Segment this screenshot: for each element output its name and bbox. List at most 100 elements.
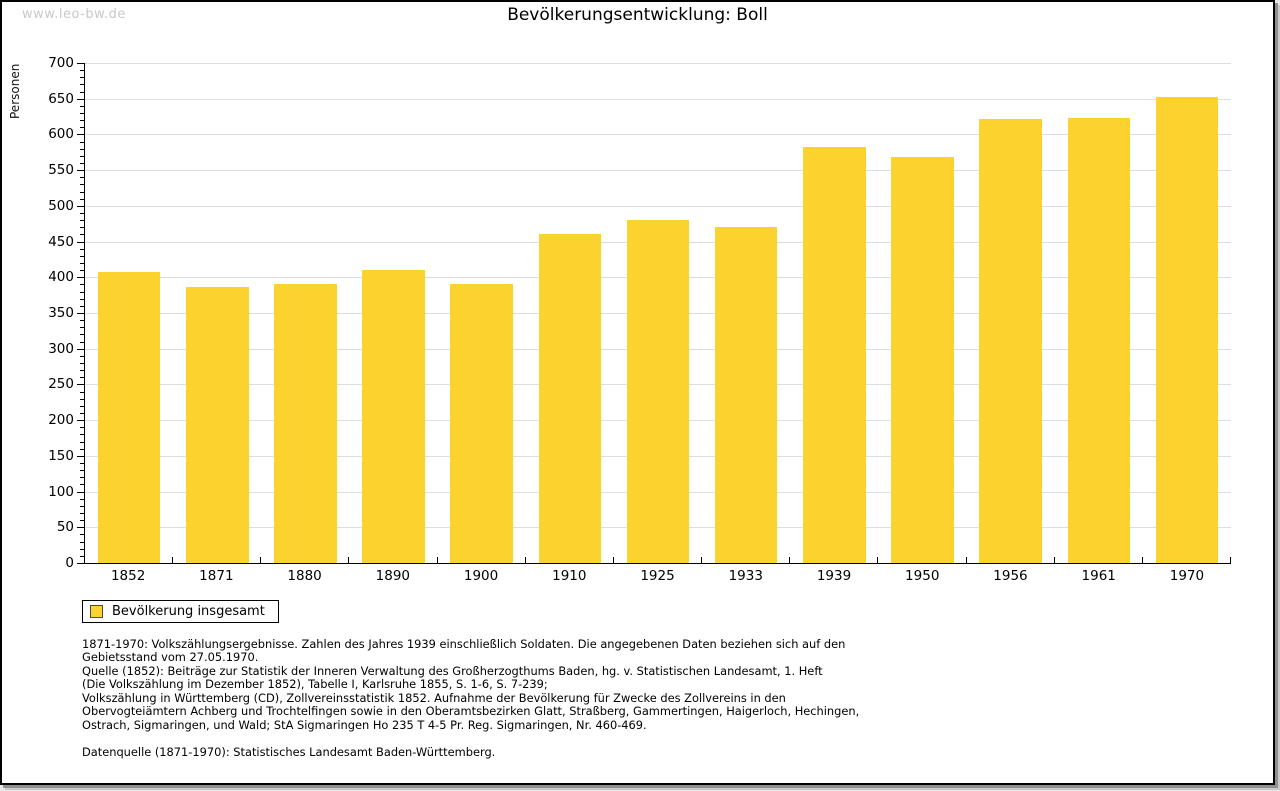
- y-tick-label: 0: [65, 555, 74, 571]
- bar-group-1961: [1055, 63, 1143, 563]
- y-tick-label: 100: [48, 483, 74, 500]
- y-axis-tick: [80, 220, 85, 222]
- y-tick-label: 450: [48, 233, 74, 250]
- bar-1970: [1155, 96, 1219, 563]
- x-axis-tick: [877, 557, 879, 563]
- bar-group-1880: [261, 63, 349, 563]
- bar-group-1925: [614, 63, 702, 563]
- y-axis-tick: [80, 413, 85, 414]
- y-axis-tick: [77, 63, 85, 64]
- y-axis-tick: [80, 363, 85, 364]
- y-axis-tick: [80, 113, 85, 114]
- y-axis-tick: [80, 498, 85, 500]
- x-axis-tick: [172, 557, 174, 563]
- y-axis-tick: [80, 155, 85, 157]
- y-axis-tick: [80, 127, 85, 129]
- bar-group-1890: [349, 63, 437, 563]
- y-tick-label: 400: [48, 269, 74, 286]
- y-axis-tick: [80, 105, 85, 107]
- x-label-1871: 1871: [199, 568, 234, 584]
- y-axis-tick: [80, 327, 85, 329]
- y-axis-tick: [80, 227, 85, 229]
- y-axis-tick: [80, 141, 85, 143]
- y-axis-tick: [80, 448, 85, 450]
- y-axis-tick: [80, 391, 85, 393]
- gridline: [85, 63, 1231, 64]
- y-axis-tick: [80, 377, 85, 379]
- bar-1950: [891, 156, 954, 563]
- y-axis-tick: [80, 534, 85, 536]
- bar-group-1956: [967, 63, 1055, 563]
- bar-group-1970: [1143, 63, 1231, 563]
- y-axis-tick: [80, 84, 85, 86]
- y-tick-label: 200: [48, 412, 74, 429]
- y-axis-tick: [80, 334, 85, 336]
- bar-1956: [979, 118, 1042, 563]
- footnotes: 1871-1970: Volkszählungsergebnisse. Zahl…: [82, 637, 859, 759]
- y-axis-tick: [80, 398, 85, 400]
- chart-title: Bevölkerungsentwicklung: Boll: [507, 5, 768, 25]
- source-notes: 1871-1970: Volkszählungsergebnisse. Zahl…: [82, 637, 859, 732]
- bars: [85, 63, 1231, 563]
- y-axis-tick: [80, 441, 85, 443]
- y-axis-tick: [80, 305, 85, 307]
- x-axis-tick: [1141, 557, 1143, 563]
- y-axis-tick: [80, 470, 85, 472]
- source-note-line: Ostrach, Sigmaringen, und Wald; StA Sigm…: [82, 717, 647, 732]
- y-axis-tick: [80, 370, 85, 372]
- bar-group-1900: [438, 63, 526, 563]
- bar-group-1950: [878, 63, 966, 563]
- y-axis-tick: [77, 98, 85, 100]
- legend: Bevölkerung insgesamt: [82, 600, 279, 623]
- y-axis-tick: [77, 563, 85, 564]
- y-tick-label: 300: [48, 340, 74, 357]
- bar-group-1871: [173, 63, 261, 563]
- y-axis-tick: [80, 163, 85, 164]
- y-axis-tick: [80, 148, 85, 150]
- x-axis-tick: [348, 557, 350, 563]
- source-note-line: 1871-1970: Volkszählungsergebnisse. Zahl…: [82, 637, 846, 651]
- y-tick-label: 150: [48, 447, 74, 464]
- x-label-1933: 1933: [728, 568, 763, 584]
- y-tick-label: 650: [48, 90, 74, 107]
- y-axis-tick: [77, 348, 85, 350]
- bar-1852: [97, 272, 161, 563]
- y-axis-tick: [80, 191, 85, 193]
- y-axis-tick: [80, 405, 85, 407]
- y-axis-tick: [77, 313, 85, 314]
- bar-1900: [450, 284, 513, 563]
- x-label-1852: 1852: [110, 568, 146, 584]
- source-note-line: (Die Volkszählung im Dezember 1852), Tab…: [82, 677, 548, 692]
- y-axis-tick: [77, 455, 85, 457]
- legend-label: Bevölkerung insgesamt: [112, 604, 265, 619]
- y-axis-tick: [80, 198, 85, 200]
- y-axis-tick: [80, 284, 85, 286]
- x-axis-tick: [1053, 557, 1055, 563]
- y-axis-tick: [77, 527, 85, 529]
- y-axis-tick: [77, 241, 85, 243]
- bar-1961: [1067, 118, 1131, 563]
- x-label-1910: 1910: [552, 568, 587, 584]
- y-axis-tick: [80, 505, 85, 507]
- y-axis-tick: [80, 484, 85, 486]
- x-label-1961: 1961: [1081, 568, 1116, 584]
- gridline: [85, 170, 1231, 172]
- y-axis-tick: [80, 270, 85, 272]
- x-axis-tick: [260, 557, 262, 563]
- y-axis-tick: [80, 548, 85, 550]
- x-label-1970: 1970: [1169, 568, 1205, 584]
- gridline: [85, 134, 1231, 136]
- y-tick-label: 250: [48, 376, 74, 393]
- watermark: www.leo-bw.de: [22, 7, 126, 22]
- y-axis-tick: [80, 341, 85, 343]
- legend-swatch-icon: [90, 605, 103, 618]
- source-note-line: Gebietsstand vom 27.05.1970.: [82, 650, 259, 665]
- y-tick-label: 500: [48, 197, 74, 214]
- y-axis-tick: [80, 298, 85, 300]
- bar-1910: [538, 234, 602, 563]
- x-axis-tick: [1230, 557, 1231, 563]
- source-note-line: Volkszählung in Württemberg (CD), Zollve…: [82, 690, 786, 705]
- bar-1933: [714, 226, 778, 563]
- x-label-1956: 1956: [993, 568, 1028, 584]
